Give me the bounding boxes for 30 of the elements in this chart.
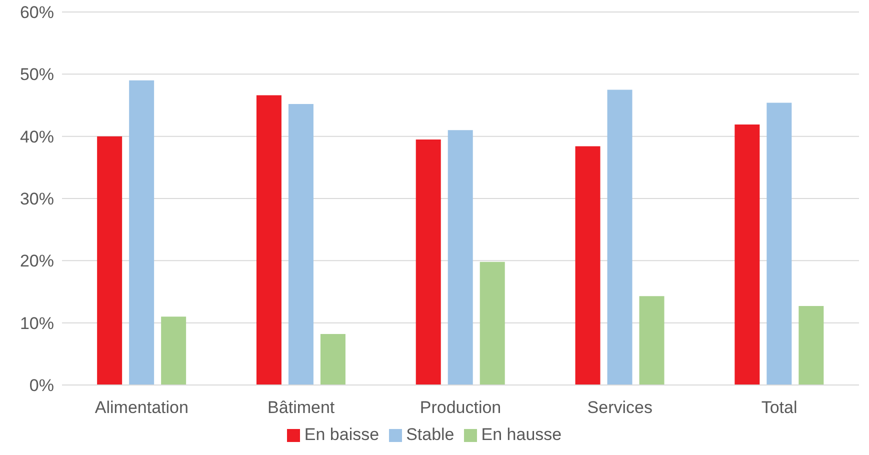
bar <box>97 136 122 385</box>
bar <box>766 102 792 385</box>
legend-label: En baisse <box>304 425 380 444</box>
bar <box>129 80 154 385</box>
y-tick-label: 60% <box>20 3 54 22</box>
y-tick-label: 10% <box>20 314 54 333</box>
bar <box>320 334 346 385</box>
bar <box>607 90 632 385</box>
x-tick-label: Services <box>587 398 652 418</box>
bar <box>161 316 186 385</box>
y-tick-label: 20% <box>20 252 54 271</box>
bar <box>734 124 760 385</box>
legend-label: Stable <box>406 425 454 444</box>
bar <box>798 306 824 385</box>
y-tick-label: 0% <box>29 376 54 396</box>
bar <box>256 95 282 385</box>
y-tick-label: 30% <box>20 190 54 209</box>
x-tick-label: Total <box>761 398 798 418</box>
y-tick-label: 50% <box>20 65 54 84</box>
bar <box>288 104 314 385</box>
y-tick-label: 40% <box>20 127 54 146</box>
bar <box>575 146 600 385</box>
bar <box>448 130 473 385</box>
x-tick-label: Alimentation <box>94 398 188 418</box>
bar <box>416 139 441 385</box>
legend-label: En hausse <box>481 425 562 444</box>
x-tick-label: Production <box>420 398 502 418</box>
x-tick-label: Bâtiment <box>268 398 335 418</box>
bar <box>480 262 505 385</box>
bar <box>639 296 664 385</box>
